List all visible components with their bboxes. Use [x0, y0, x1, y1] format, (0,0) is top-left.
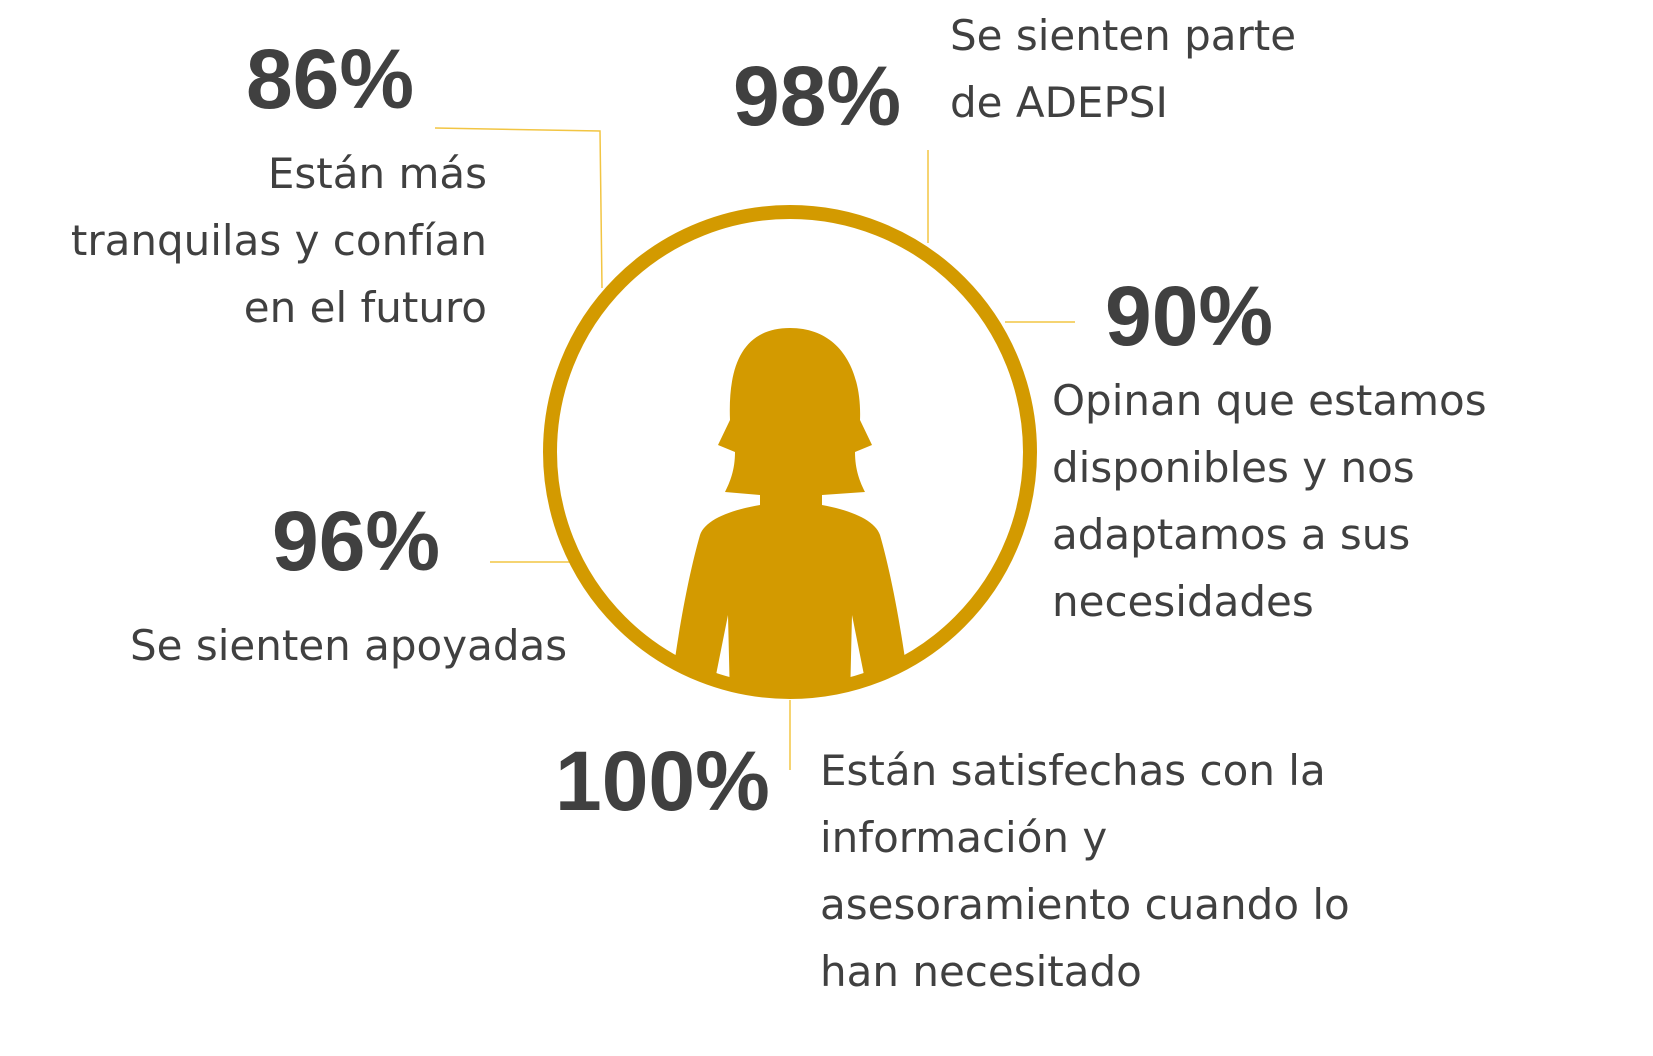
- stat-percent: 90%: [1105, 269, 1273, 363]
- stat-label: tranquilas y confían: [71, 216, 487, 265]
- stat-label: necesidades: [1052, 577, 1314, 626]
- stat-percent: 98%: [733, 49, 901, 143]
- stat-label: adaptamos a sus: [1052, 510, 1410, 559]
- stat-percent: 96%: [272, 494, 440, 588]
- stat-label: Opinan que estamos: [1052, 376, 1487, 425]
- silhouette: [672, 328, 908, 692]
- stat-label: han necesitado: [820, 947, 1142, 996]
- stat-label: información y: [820, 813, 1107, 862]
- stat-label: en el futuro: [244, 283, 487, 332]
- stat-label: Están satisfechas con la: [820, 746, 1326, 795]
- stat-label: Se sienten apoyadas: [130, 621, 567, 670]
- stat-label: Están más: [268, 149, 487, 198]
- stat-label: de ADEPSI: [950, 78, 1168, 127]
- connector: [434, 127, 603, 289]
- stat-percent: 100%: [555, 734, 770, 828]
- stat-label: Se sienten parte: [950, 11, 1296, 60]
- stat-label: asesoramiento cuando lo: [820, 880, 1350, 929]
- circle-frame: [543, 205, 1037, 699]
- stat-label: disponibles y nos: [1052, 443, 1415, 492]
- stat-percent: 86%: [246, 32, 414, 126]
